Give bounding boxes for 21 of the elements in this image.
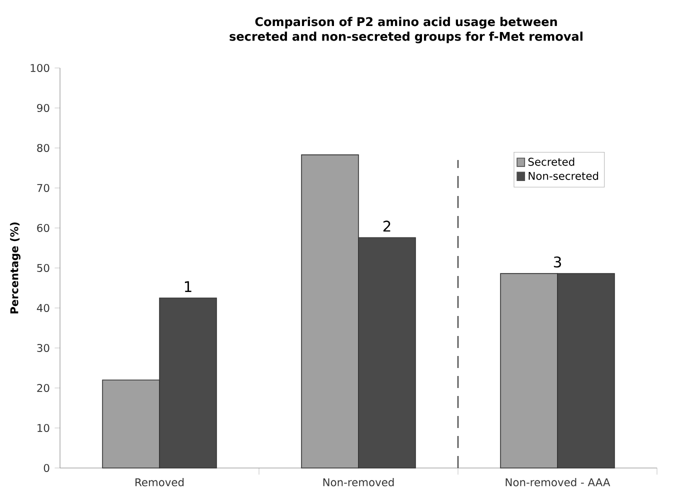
y-tick-label: 0	[44, 464, 50, 472]
x-tick-label: Non-removed - AAA	[506, 478, 610, 486]
y-tick-label: 70	[37, 184, 50, 192]
x-tick-label: Removed	[136, 478, 184, 486]
chart-title: Comparison of P2 amino acid usage between secreted and non-secreted groups for f-Met removal	[230, 16, 582, 44]
y-tick-label: 90	[37, 104, 50, 112]
y-tick-label: 60	[37, 224, 50, 232]
annotation: 2	[383, 220, 390, 232]
x-tick-label: Non-removed	[323, 478, 394, 486]
legend-label: Secreted	[528, 158, 574, 166]
y-tick-label: 10	[38, 424, 50, 432]
annotation: 3	[554, 256, 561, 268]
y-tick-label: 80	[37, 144, 50, 152]
legend-label: Non-secreted	[528, 172, 598, 180]
y-tick-label: 40	[36, 304, 50, 312]
y-tick-label: 100	[30, 64, 50, 72]
y-tick-label: 30	[37, 344, 50, 352]
y-axis-title: Percentage (%)	[10, 222, 20, 314]
y-tick-label: 50	[37, 264, 50, 272]
y-tick-label: 20	[37, 384, 50, 392]
annotation: 1	[184, 281, 192, 292]
